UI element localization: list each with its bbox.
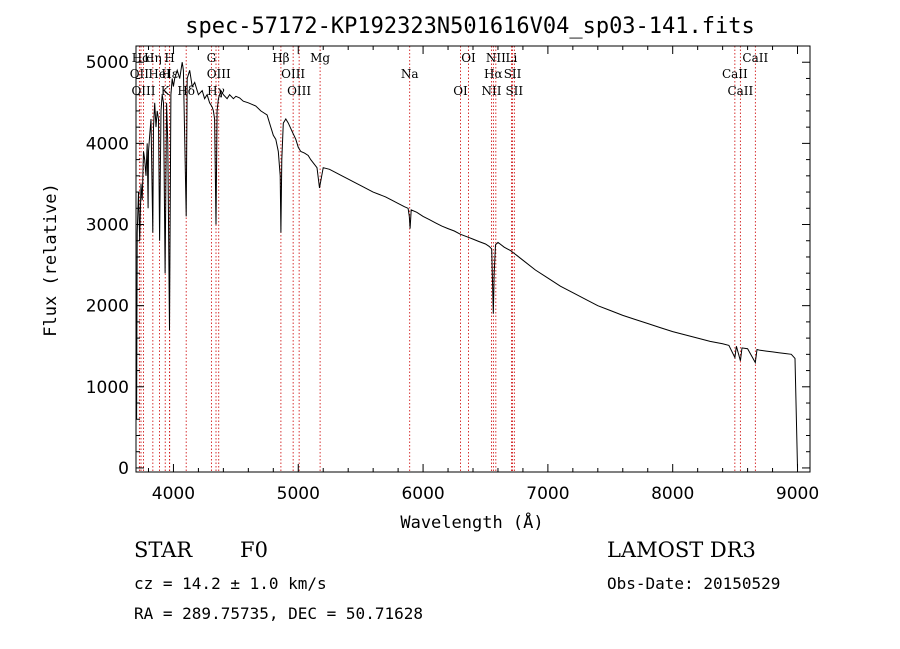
plot-frame <box>135 45 811 473</box>
spectrum-line <box>135 62 798 468</box>
line-label: NII <box>486 51 506 65</box>
line-label: OIII <box>131 84 155 98</box>
line-label: OIII <box>281 67 305 81</box>
line-label: K <box>161 84 171 98</box>
emission-line-labels: Hα OII OIII Hη HeI K H Hε Hδ G OIII Hγ Hβ OIII OIII Mg N… <box>130 51 769 98</box>
line-label: SII <box>504 67 522 81</box>
line-label: Mg <box>310 51 330 65</box>
line-label: SII <box>505 84 523 98</box>
redshift-readout: cz = 14.2 ± 1.0 km/s <box>134 574 327 593</box>
line-label: CaII <box>722 67 748 81</box>
x-axis-ticks: 4000 5000 6000 7000 8000 9000 <box>147 46 819 504</box>
y-tick-label: 2000 <box>86 297 129 317</box>
line-label: OIII <box>207 67 231 81</box>
line-label: Hδ <box>177 84 195 98</box>
y-tick-label: 4000 <box>86 134 129 154</box>
coordinates: RA = 289.75735, DEC = 50.71628 <box>134 604 423 623</box>
subclass-label: F0 <box>240 538 268 562</box>
line-label: OIII <box>287 84 311 98</box>
line-label: G <box>207 51 217 65</box>
x-tick-label: 7000 <box>526 484 569 504</box>
line-label: HeI <box>148 67 171 81</box>
y-tick-label: 0 <box>118 459 129 479</box>
chart-title: spec-57172-KP192323N501616V04_sp03-141.f… <box>185 14 755 39</box>
line-label: OI <box>453 84 468 98</box>
line-label: OII <box>130 67 150 81</box>
x-tick-label: 5000 <box>277 484 320 504</box>
obs-date: Obs-Date: 20150529 <box>607 574 781 593</box>
x-axis-label: Wavelength (Å) <box>400 511 543 533</box>
y-tick-label: 5000 <box>86 53 129 73</box>
x-tick-label: 4000 <box>152 484 195 504</box>
line-label: Hα <box>484 67 503 81</box>
y-tick-label: 3000 <box>86 216 129 236</box>
x-tick-label: 8000 <box>651 484 694 504</box>
x-tick-label: 9000 <box>776 484 819 504</box>
line-label: Hγ <box>207 84 225 98</box>
survey-label: LAMOST DR3 <box>607 538 756 562</box>
line-label: H <box>164 51 174 65</box>
line-label: Li <box>506 51 518 65</box>
line-label: CaII <box>727 84 753 98</box>
y-tick-label: 1000 <box>86 378 129 398</box>
line-label: Hβ <box>272 51 289 65</box>
line-label: CaII <box>742 51 768 65</box>
line-label: OI <box>461 51 476 65</box>
line-label: Hε <box>161 67 178 81</box>
y-axis-ticks: 0 1000 2000 3000 4000 5000 <box>86 45 810 479</box>
emission-line-markers <box>138 46 756 472</box>
line-label: Na <box>401 67 419 81</box>
line-label: Hη <box>144 51 162 65</box>
y-axis-label: Flux (relative) <box>41 183 61 337</box>
x-tick-label: 6000 <box>401 484 444 504</box>
class-label: STAR <box>134 538 193 562</box>
line-label: NII <box>481 84 501 98</box>
